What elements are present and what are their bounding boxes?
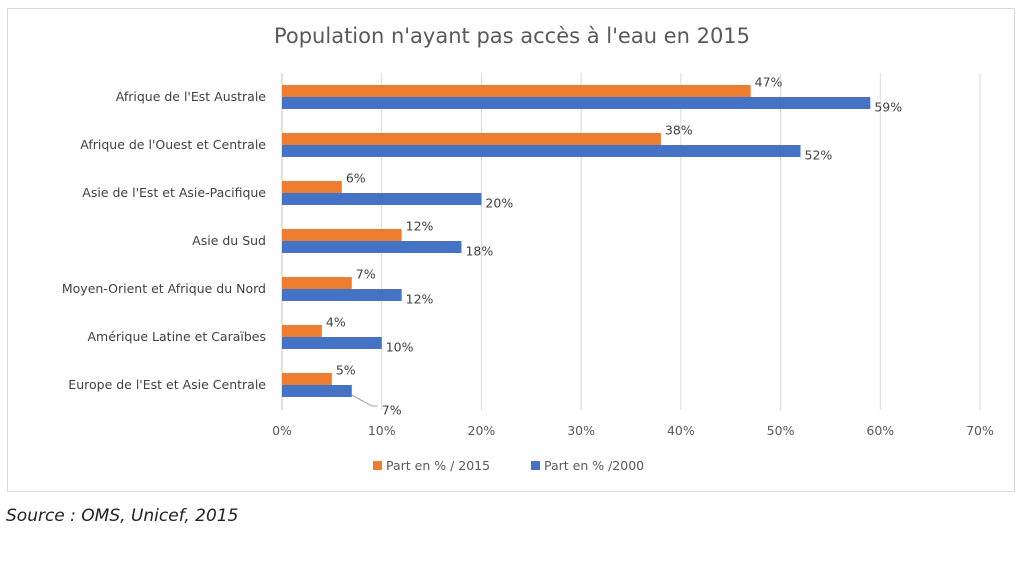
category-label: Afrique de l'Est Australe <box>116 89 267 104</box>
source-note: Source : OMS, Unicef, 2015 <box>6 506 239 526</box>
data-label: 5% <box>336 362 356 377</box>
bar-2015 <box>282 373 332 385</box>
bar-2015 <box>282 85 751 97</box>
x-tick-label: 70% <box>966 423 994 438</box>
category-label: Moyen-Orient et Afrique du Nord <box>62 281 266 296</box>
bar-2015 <box>282 181 342 193</box>
category-label: Asie du Sud <box>192 233 266 248</box>
chart-title: Population n'ayant pas accès à l'eau en … <box>274 24 750 48</box>
x-tick-label: 30% <box>567 423 595 438</box>
category-label: Amérique Latine et Caraïbes <box>88 329 267 344</box>
bar-2015 <box>282 325 322 337</box>
x-tick-label: 10% <box>368 423 396 438</box>
category-label: Afrique de l'Ouest et Centrale <box>80 137 266 152</box>
legend-label: Part en % / 2015 <box>386 458 490 473</box>
bar-2015 <box>282 277 352 289</box>
bar-2000 <box>282 289 402 301</box>
data-label: 38% <box>665 122 693 137</box>
data-label: 7% <box>356 266 376 281</box>
legend-label: Part en % /2000 <box>544 458 644 473</box>
leader-line <box>351 394 378 407</box>
data-label: 20% <box>485 195 513 210</box>
bar-2015 <box>282 133 661 145</box>
bar-2015 <box>282 229 402 241</box>
bar-2000 <box>282 385 352 397</box>
data-label: 18% <box>465 243 493 258</box>
x-tick-label: 0% <box>272 423 292 438</box>
bar-2000 <box>282 97 871 109</box>
x-tick-label: 50% <box>767 423 795 438</box>
category-label: Europe de l'Est et Asie Centrale <box>68 377 266 392</box>
data-label: 59% <box>874 99 902 114</box>
bar-2000 <box>282 241 462 253</box>
data-label: 6% <box>346 170 366 185</box>
data-label: 47% <box>755 74 783 89</box>
data-label: 52% <box>805 147 833 162</box>
category-label: Asie de l'Est et Asie-Pacifique <box>82 185 266 200</box>
bar-2000 <box>282 337 382 349</box>
data-label: 7% <box>382 402 402 417</box>
chart-frame <box>7 8 1015 492</box>
x-tick-label: 60% <box>866 423 894 438</box>
data-label: 10% <box>386 339 414 354</box>
legend-swatch <box>373 461 382 470</box>
bar-2000 <box>282 145 801 157</box>
data-label: 12% <box>406 218 434 233</box>
x-tick-label: 40% <box>667 423 695 438</box>
legend-swatch <box>531 461 540 470</box>
x-tick-label: 20% <box>468 423 496 438</box>
bar-2000 <box>282 193 482 205</box>
data-label: 4% <box>326 314 346 329</box>
data-label: 12% <box>406 291 434 306</box>
